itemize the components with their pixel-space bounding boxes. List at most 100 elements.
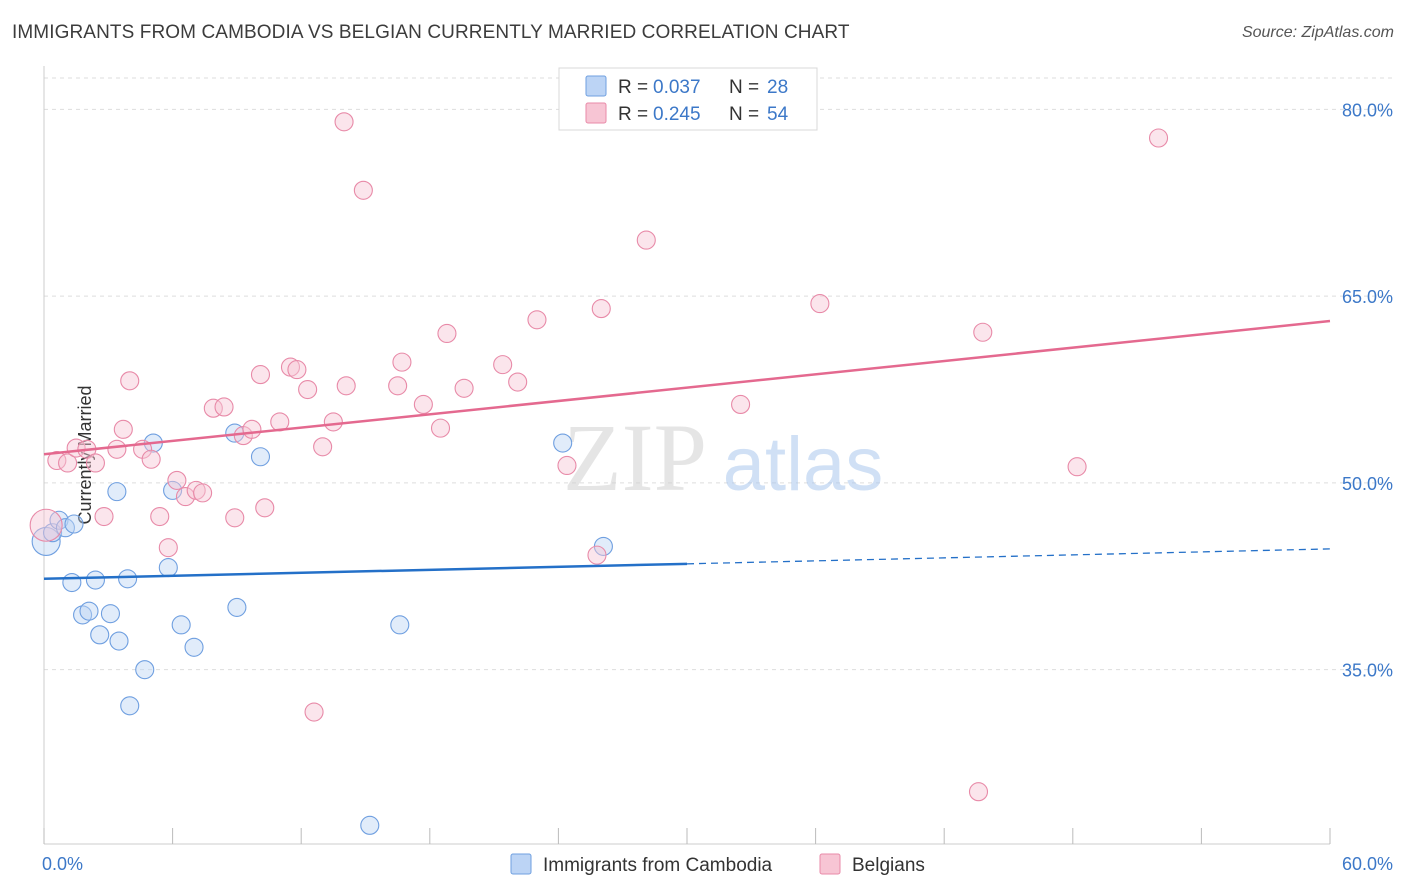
y-tick-label: 50.0% xyxy=(1342,474,1393,494)
y-tick-label: 35.0% xyxy=(1342,661,1393,681)
belgian-point xyxy=(242,419,262,439)
belgian-point xyxy=(287,360,307,380)
legend-r-value: 0.037 xyxy=(653,77,701,98)
legend-n-value: 28 xyxy=(767,77,788,98)
watermark-zip: ZIP xyxy=(563,404,707,511)
cambodia-point xyxy=(49,510,69,530)
data-points xyxy=(29,112,1169,835)
belgian-point xyxy=(214,397,234,417)
belgian-point xyxy=(107,439,127,459)
belgian-point xyxy=(591,299,611,319)
belgian-point xyxy=(388,376,408,396)
legend-swatch xyxy=(585,102,607,124)
belgian-point xyxy=(353,180,373,200)
cambodia-point xyxy=(90,625,110,645)
cambodia-point xyxy=(250,447,271,467)
cambodia-point xyxy=(184,637,204,657)
belgian-point xyxy=(323,412,343,432)
belgian-trend-line xyxy=(43,319,1331,456)
legend-n-label: N = xyxy=(729,77,759,98)
belgian-point xyxy=(1067,457,1087,477)
legend-r-label: R = xyxy=(618,104,648,125)
belgian-point xyxy=(58,453,78,473)
belgian-point xyxy=(298,379,318,400)
cambodia-point xyxy=(109,631,129,651)
trend-lines xyxy=(43,319,1331,581)
watermark-atlas: atlas xyxy=(723,422,884,507)
legend-swatch xyxy=(585,75,607,97)
belgian-point xyxy=(587,545,607,565)
belgian-point xyxy=(250,365,271,385)
belgian-point xyxy=(336,376,356,396)
cambodia-point xyxy=(107,482,127,502)
belgian-point xyxy=(392,352,412,372)
legend-r-label: R = xyxy=(618,77,648,98)
belgian-point xyxy=(158,538,178,558)
gridlines xyxy=(44,77,1392,671)
belgian-point xyxy=(557,455,577,476)
belgian-point xyxy=(810,294,830,314)
cambodia-point xyxy=(62,572,82,593)
legend-series-label: Immigrants from Cambodia xyxy=(543,855,773,876)
legend-r-value: 0.245 xyxy=(653,104,701,125)
source-label: Source: ZipAtlas.com xyxy=(1241,24,1394,41)
belgian-point xyxy=(508,372,528,392)
belgian-point xyxy=(731,394,751,415)
series-legend: Immigrants from Cambodia Belgians xyxy=(510,853,925,876)
legend-swatch xyxy=(510,853,532,875)
cambodia-point xyxy=(100,604,120,624)
belgian-point xyxy=(225,508,245,528)
axes xyxy=(43,66,1331,845)
belgian-point xyxy=(304,702,324,722)
belgian-point xyxy=(527,310,547,330)
belgian-point xyxy=(454,378,474,398)
belgian-point xyxy=(636,230,656,250)
belgian-point xyxy=(120,371,140,391)
x-tick-label: 0.0% xyxy=(42,854,83,874)
cambodia-point xyxy=(64,514,84,534)
belgian-point xyxy=(413,394,433,415)
tick-labels: 35.0% 50.0% 65.0% 80.0% 0.0% 60.0% xyxy=(42,100,1393,874)
belgian-point xyxy=(150,506,170,527)
belgian-point xyxy=(493,355,513,375)
legend-n-value: 54 xyxy=(767,104,789,125)
cambodia-point xyxy=(73,605,93,625)
correlation-legend: R = 0.037 N = 28 R = 0.245 N = 54 xyxy=(558,67,818,131)
cambodia-point xyxy=(171,615,191,635)
belgian-point xyxy=(255,498,275,518)
belgian-point xyxy=(167,470,187,490)
cambodia-point xyxy=(118,569,138,589)
cambodia-point xyxy=(135,660,155,680)
cambodia-point xyxy=(360,815,380,835)
watermark: ZIP atlas xyxy=(563,404,883,511)
belgian-point xyxy=(973,322,993,342)
belgian-point xyxy=(193,483,213,503)
cambodia-trend-extension xyxy=(686,548,1331,565)
cambodia-point xyxy=(120,696,140,716)
cambodia-point xyxy=(553,433,573,453)
belgian-point xyxy=(29,508,63,542)
y-tick-label: 80.0% xyxy=(1342,100,1393,120)
belgian-point xyxy=(968,782,989,802)
x-tick-label: 60.0% xyxy=(1342,854,1393,874)
cambodia-point xyxy=(85,570,105,590)
cambodia-point xyxy=(227,597,247,617)
belgian-point xyxy=(334,112,354,132)
legend-n-label: N = xyxy=(729,104,759,125)
legend-series-label: Belgians xyxy=(852,855,925,876)
cambodia-point xyxy=(390,615,410,635)
belgian-point xyxy=(85,453,105,473)
cambodia-trend-line xyxy=(43,562,688,581)
belgian-point xyxy=(430,418,451,438)
belgian-point xyxy=(141,449,161,469)
belgian-point xyxy=(113,419,133,439)
y-tick-label: 65.0% xyxy=(1342,287,1393,307)
belgian-point xyxy=(313,437,333,457)
cambodia-point xyxy=(79,601,99,621)
chart-title: IMMIGRANTS FROM CAMBODIA VS BELGIAN CURR… xyxy=(12,22,850,43)
belgian-point xyxy=(437,323,457,344)
belgian-point xyxy=(94,506,114,527)
cambodia-point xyxy=(158,558,178,578)
belgian-point xyxy=(1148,128,1169,148)
